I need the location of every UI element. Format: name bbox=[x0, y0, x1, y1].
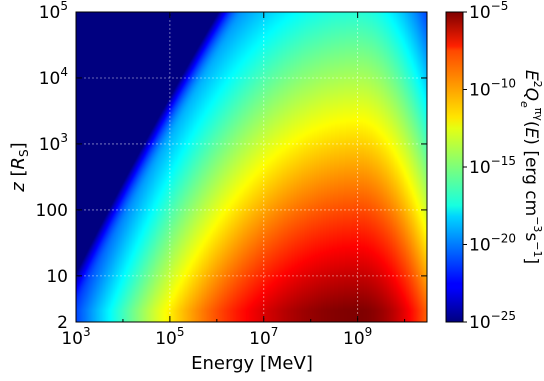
colorbar-tick-label: 10−5 bbox=[469, 0, 508, 23]
x-tick-label: 107 bbox=[249, 325, 278, 349]
colorbar-tick-label: 10−15 bbox=[469, 154, 516, 178]
x-tick-label: 105 bbox=[155, 325, 184, 349]
x-tick-label: 103 bbox=[61, 325, 90, 349]
colorbar bbox=[445, 11, 464, 323]
y-tick-label: 2 bbox=[57, 313, 68, 333]
plot-frame bbox=[75, 11, 428, 323]
colorbar-tick-label: 10−25 bbox=[469, 309, 516, 333]
y-tick-label: 10 bbox=[46, 267, 68, 287]
colorbar-ticks: 10−5 10−10 10−15 10−20 10−25 bbox=[463, 0, 516, 333]
colorbar-tick-label: 10−10 bbox=[469, 77, 516, 101]
y-tick-label: 100 bbox=[36, 201, 68, 221]
svg-text:z [RS]: z [RS] bbox=[8, 142, 31, 192]
y-tick-label: 105 bbox=[39, 0, 68, 23]
svg-text:E2Qeπγ(E) [erg cm−3s−1]: E2Qeπγ(E) [erg cm−3s−1] bbox=[518, 70, 544, 264]
x-tick-label: 109 bbox=[343, 325, 372, 349]
y-tick-label: 103 bbox=[39, 131, 68, 155]
x-axis-label: Energy [MeV] bbox=[191, 353, 313, 374]
heatmap-field bbox=[76, 12, 427, 322]
colorbar-label: E2Qeπγ(E) [erg cm−3s−1] bbox=[518, 70, 544, 264]
grid-lines bbox=[76, 12, 427, 322]
y-tick-label: 104 bbox=[39, 65, 68, 89]
y-axis-ticks: 2 10 100 103 104 105 bbox=[36, 0, 427, 333]
colorbar-tick-label: 10−20 bbox=[469, 232, 516, 256]
y-axis-label: z [RS] bbox=[8, 142, 31, 192]
x-axis-ticks: 103 105 107 109 bbox=[61, 12, 406, 349]
